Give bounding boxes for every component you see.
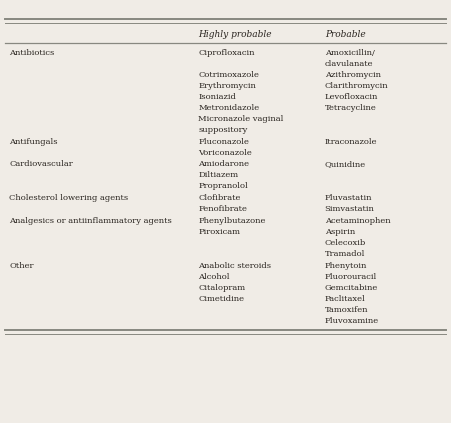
Text: Clarithromycin: Clarithromycin [325,82,388,90]
Text: Ciprofloxacin: Ciprofloxacin [198,49,255,57]
Text: Phenytoin: Phenytoin [325,262,367,270]
Text: Alcohol: Alcohol [198,273,230,281]
Text: Anabolic steroids: Anabolic steroids [198,262,272,270]
Text: Amoxicillin/: Amoxicillin/ [325,49,375,57]
Text: Tramadol: Tramadol [325,250,365,258]
Text: Amiodarone: Amiodarone [198,160,249,168]
Text: Isoniazid: Isoniazid [198,93,236,101]
Text: Diltiazem: Diltiazem [198,171,239,179]
Text: Analgesics or antiinflammatory agents: Analgesics or antiinflammatory agents [9,217,172,225]
Text: Celecoxib: Celecoxib [325,239,366,247]
Text: Probable: Probable [325,30,365,39]
Text: Clofibrate: Clofibrate [198,194,241,202]
Text: Propranolol: Propranolol [198,182,248,190]
Text: Fluvastatin: Fluvastatin [325,194,372,202]
Text: suppository: suppository [198,126,248,134]
Text: Metronidazole: Metronidazole [198,104,260,112]
Text: Fluconazole: Fluconazole [198,137,249,146]
Text: Cotrimoxazole: Cotrimoxazole [198,71,259,79]
Text: Other: Other [9,262,33,270]
Text: Cardiovascular: Cardiovascular [9,160,73,168]
Text: Fluvoxamine: Fluvoxamine [325,317,379,325]
Text: clavulanate: clavulanate [325,60,373,68]
Text: Acetaminophen: Acetaminophen [325,217,391,225]
Text: Quinidine: Quinidine [325,160,366,168]
Text: Simvastatin: Simvastatin [325,205,375,213]
Text: Antifungals: Antifungals [9,137,58,146]
Text: Tetracycline: Tetracycline [325,104,377,112]
Text: Erythromycin: Erythromycin [198,82,256,90]
Text: Highly probable: Highly probable [198,30,272,39]
Text: Levofloxacin: Levofloxacin [325,93,378,101]
Text: Aspirin: Aspirin [325,228,355,236]
Text: Piroxicam: Piroxicam [198,228,240,236]
Text: Cimetidine: Cimetidine [198,295,244,303]
Text: Fenofibrate: Fenofibrate [198,205,247,213]
Text: Fluorouracil: Fluorouracil [325,273,377,281]
Text: Phenylbutazone: Phenylbutazone [198,217,266,225]
Text: Paclitaxel: Paclitaxel [325,295,365,303]
Text: Azithromycin: Azithromycin [325,71,381,79]
Text: Citalopram: Citalopram [198,284,245,292]
Text: Voriconazole: Voriconazole [198,148,252,157]
Text: Antibiotics: Antibiotics [9,49,54,57]
Text: Micronazole vaginal: Micronazole vaginal [198,115,284,123]
Text: Gemcitabine: Gemcitabine [325,284,378,292]
Text: Itraconazole: Itraconazole [325,137,377,146]
Text: Cholesterol lowering agents: Cholesterol lowering agents [9,194,128,202]
Text: Tamoxifen: Tamoxifen [325,306,368,314]
